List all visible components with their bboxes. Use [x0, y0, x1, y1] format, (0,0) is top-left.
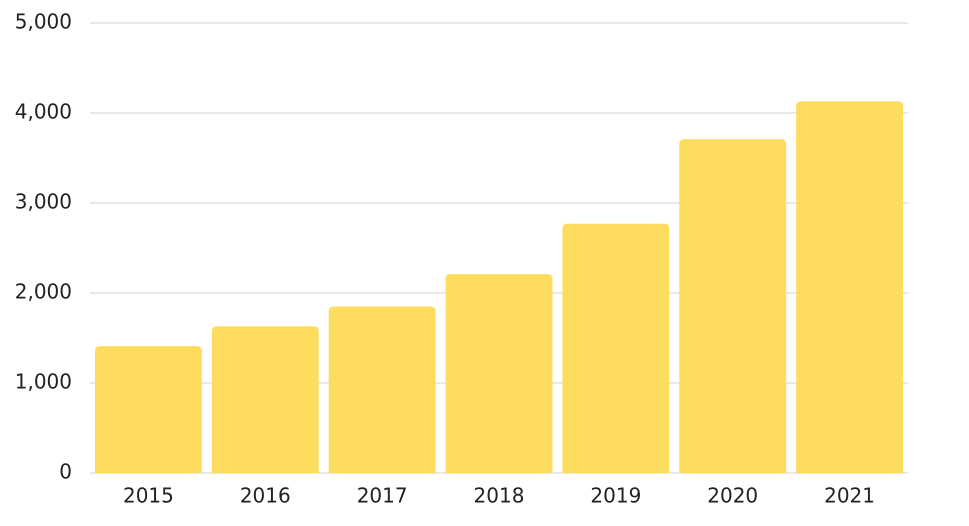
- bar: [445, 274, 553, 473]
- bar: [562, 223, 670, 473]
- bar: [679, 139, 787, 473]
- x-tick-label: 2018: [474, 484, 525, 508]
- y-tick-label: 1,000: [15, 370, 72, 394]
- y-tick-label: 2,000: [15, 280, 72, 304]
- x-tick-label: 2021: [824, 484, 875, 508]
- bar: [95, 346, 202, 473]
- y-tick-label: 3,000: [15, 190, 72, 214]
- x-tick-label: 2015: [123, 484, 174, 508]
- y-tick-label: 0: [59, 460, 72, 484]
- y-tick-label: 4,000: [15, 100, 72, 124]
- bar: [796, 101, 903, 474]
- x-tick-label: 2016: [240, 484, 291, 508]
- x-tick-label: 2020: [707, 484, 758, 508]
- bar: [211, 326, 319, 473]
- bar: [328, 306, 436, 473]
- x-tick-label: 2019: [590, 484, 641, 508]
- y-tick-label: 5,000: [15, 10, 72, 34]
- x-tick-label: 2017: [357, 484, 408, 508]
